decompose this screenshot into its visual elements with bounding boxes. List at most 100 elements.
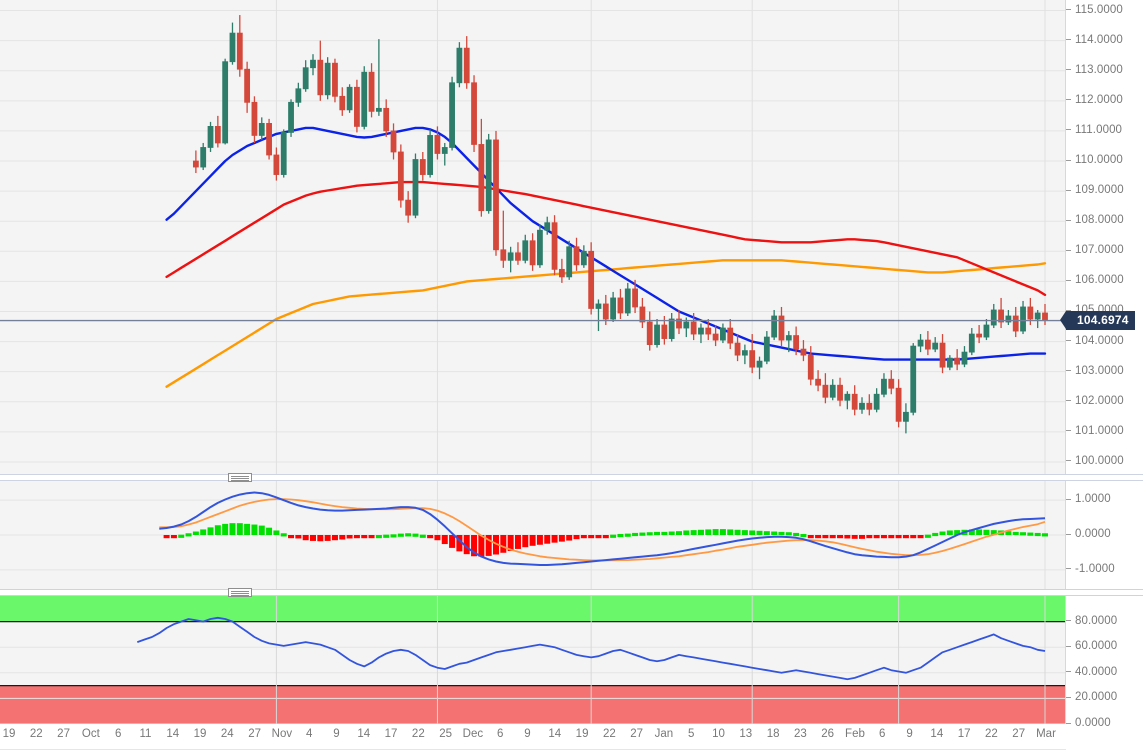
candlestick (288, 99, 294, 137)
candlestick (449, 76, 455, 151)
macd-histogram-bar (661, 531, 668, 536)
macd-histogram-bar (1005, 531, 1012, 535)
macd-histogram-bar (163, 535, 170, 539)
macd-histogram-bar (170, 535, 177, 539)
candlestick (632, 279, 638, 313)
candlestick (412, 153, 419, 219)
candlestick (1012, 306, 1019, 338)
candlestick (544, 216, 551, 235)
rsi-axis-tick: 80.0000 (1066, 615, 1117, 629)
candlestick (946, 355, 953, 371)
macd-histogram-bar (566, 535, 573, 541)
macd-histogram-bar (785, 532, 792, 536)
price-axis[interactable]: 115.0000 114.0000 113.0000 112.0000 111.0000… (1066, 0, 1143, 474)
plot-right-border (1065, 0, 1066, 724)
candlestick (698, 323, 704, 344)
time-axis-label: Feb (845, 728, 865, 740)
candlestick (471, 75, 477, 152)
time-axis-label: Nov (271, 728, 293, 740)
macd-histogram-bar (990, 530, 997, 535)
candlestick (346, 84, 353, 113)
candlestick (390, 123, 397, 160)
macd-histogram-bar (280, 533, 287, 537)
time-axis[interactable]: 19 22 27 Oct 6 11 14 19 24 27 Nov 4 9 14 17 22 25 Dec 6 9 14… (0, 724, 1066, 756)
price-axis-tick: 108.0000 (1066, 214, 1124, 228)
time-axis-label: 14 (357, 728, 371, 740)
macd-histogram-bar (441, 535, 448, 545)
time-axis-label: 18 (766, 728, 780, 740)
time-axis-label: 14 (166, 728, 180, 740)
candlestick (295, 82, 302, 107)
panel-divider-band-1 (0, 475, 1143, 480)
candlestick (837, 377, 843, 407)
time-axis-label: 19 (575, 728, 589, 740)
macd-histogram-bar (924, 534, 931, 538)
candlestick (339, 87, 346, 116)
price-plot-area[interactable] (0, 0, 1066, 474)
macd-plot-area[interactable] (0, 481, 1066, 589)
macd-histogram-bar (244, 523, 251, 535)
price-axis-tick: 106.0000 (1066, 274, 1124, 288)
macd-histogram-bar (324, 535, 331, 541)
rsi-axis-tick: 60.0000 (1066, 640, 1117, 654)
macd-histogram-bar (1012, 531, 1019, 536)
macd-histogram-bar (588, 535, 595, 539)
macd-histogram-bar (317, 535, 324, 542)
candlestick (873, 388, 880, 413)
candlestick (895, 379, 902, 428)
price-chart-panel[interactable] (0, 0, 1066, 474)
macd-chart-panel[interactable] (0, 481, 1066, 589)
macd-histogram-bar (610, 534, 617, 538)
macd-histogram-bar (266, 527, 273, 535)
macd-histogram-bar (676, 531, 682, 535)
candlestick (229, 22, 236, 65)
macd-histogram-bar (756, 530, 763, 535)
rsi-chart-panel[interactable] (0, 596, 1066, 724)
macd-histogram-bar (346, 535, 353, 539)
panel-divider-1-top (0, 474, 1143, 475)
candlestick (1042, 303, 1048, 326)
macd-histogram-bar (807, 535, 814, 539)
macd-histogram-bar (895, 535, 902, 539)
macd-histogram-bar (310, 535, 316, 541)
rsi-axis[interactable]: 80.0000 60.0000 40.0000 20.0000 0.0000 (1066, 596, 1143, 729)
rsi-plot-area[interactable] (0, 596, 1066, 724)
price-axis-tick: 115.0000 (1066, 4, 1123, 18)
candlestick (200, 142, 207, 171)
panel-resize-grip-macd-rsi[interactable] (228, 588, 252, 597)
macd-histogram-bar (654, 531, 661, 536)
macd-histogram-bar (514, 535, 521, 549)
candlestick (998, 297, 1004, 329)
candlestick (375, 39, 382, 116)
candlestick (800, 340, 807, 362)
macd-histogram-bar (207, 527, 214, 535)
price-axis-tick: 112.0000 (1066, 94, 1123, 108)
candlestick (244, 61, 251, 113)
rsi-axis-tick: 40.0000 (1066, 666, 1117, 680)
macd-histogram-bar (507, 535, 514, 552)
time-axis-label: Mar (1036, 728, 1056, 740)
time-axis-label: 5 (688, 728, 695, 740)
time-axis-label: 13 (739, 728, 753, 740)
candlestick (859, 397, 865, 414)
panel-divider-1-bottom (0, 480, 1143, 481)
time-axis-label: 9 (906, 728, 913, 740)
macd-histogram-bar (551, 535, 558, 543)
candlestick (917, 334, 924, 353)
candlestick (573, 237, 580, 271)
macd-histogram-bar (222, 523, 229, 535)
candlestick (610, 291, 617, 323)
price-axis-tick: 111.0000 (1066, 124, 1122, 138)
candlestick (507, 246, 514, 273)
macd-axis[interactable]: 1.0000 0.0000 -1.0000 (1066, 481, 1143, 589)
macd-histogram-bar (763, 531, 770, 535)
macd-histogram-bar (595, 535, 602, 539)
candlestick (310, 54, 316, 76)
macd-histogram-bar (705, 529, 712, 535)
macd-histogram-bar (288, 535, 295, 539)
macd-histogram-bar (976, 529, 983, 535)
panel-resize-grip-price-macd[interactable] (228, 473, 252, 482)
time-axis-label: 19 (2, 728, 16, 740)
macd-histogram-bar (434, 535, 441, 541)
time-axis-label: 27 (1012, 728, 1026, 740)
